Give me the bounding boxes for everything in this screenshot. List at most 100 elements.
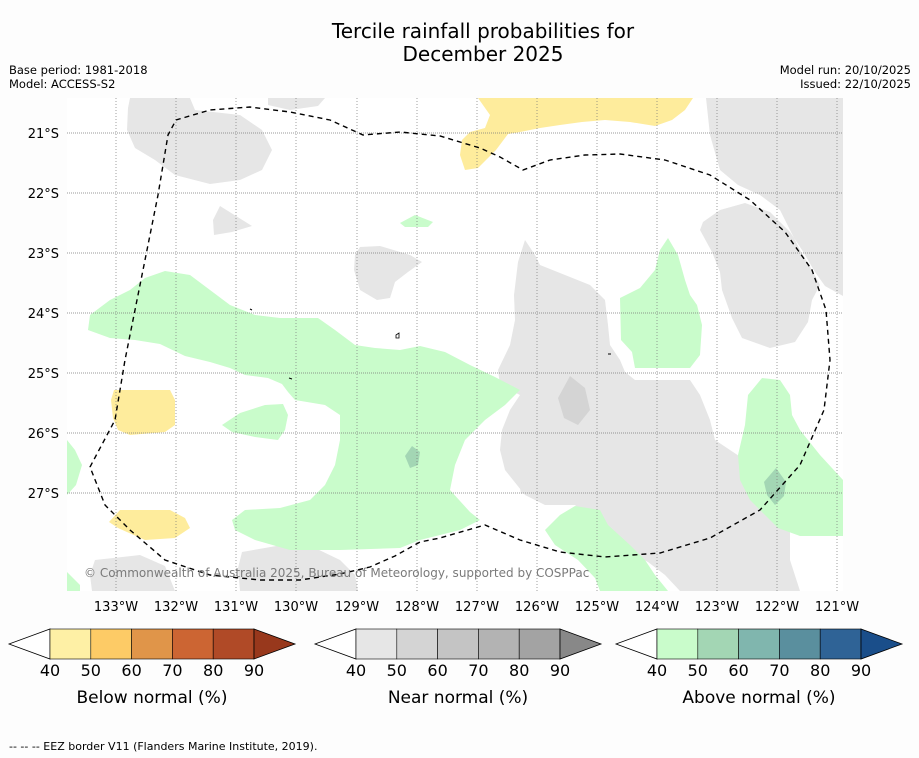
issued-date: Issued: 22/10/2025	[800, 77, 911, 91]
lat-label: 26°S	[28, 427, 59, 442]
colorbar-tick: 80	[203, 661, 223, 680]
latitude-labels: 21°S 22°S 23°S 24°S 25°S 26°S 27°S	[28, 127, 59, 502]
colorbar-max-extension	[860, 628, 904, 660]
colorbar-tick: 50	[387, 661, 407, 680]
colorbar-tick: 40	[40, 661, 60, 680]
colorbar-bin	[355, 628, 398, 660]
above-region	[738, 378, 843, 536]
near-region	[354, 246, 422, 300]
below-region	[109, 510, 190, 540]
below-normal-regions	[109, 98, 693, 540]
run-info-right: Model run: 20/10/2025 Issued: 22/10/2025	[780, 63, 911, 91]
lat-label: 23°S	[28, 247, 59, 262]
colorbar-bin	[212, 628, 255, 660]
colorbar-min-extension	[313, 628, 357, 660]
lon-label: 126°W	[515, 600, 559, 615]
colorbar-bin	[656, 628, 699, 660]
colorbar-min-extension	[614, 628, 658, 660]
near-region	[520, 482, 527, 494]
model-run: Model run: 20/10/2025	[779, 63, 911, 77]
colorbar-tick: 70	[769, 661, 789, 680]
colorbar-max-extension	[253, 628, 297, 660]
colorbar-tick: 40	[647, 661, 667, 680]
colorbar-title: Near normal (%)	[388, 688, 528, 708]
near-region	[700, 98, 843, 348]
lon-label: 122°W	[755, 600, 799, 615]
colorbar-tick: 90	[244, 661, 264, 680]
longitude-labels: 133°W 132°W 131°W 130°W 129°W 128°W 127°…	[94, 600, 859, 615]
colorbar-bin	[437, 628, 479, 660]
lon-label: 133°W	[94, 600, 138, 615]
colorbar-below-normal: 40 50 60 70 80 90 Below normal (%)	[7, 628, 297, 708]
lat-label: 27°S	[28, 487, 59, 502]
near-region	[90, 555, 175, 591]
contour-artifact	[288, 377, 293, 380]
above-region	[222, 404, 288, 440]
below-region	[460, 98, 693, 170]
lat-label: 25°S	[28, 367, 59, 382]
above-50-region	[764, 468, 786, 505]
near-region	[213, 206, 252, 235]
colorbar-bin	[478, 628, 520, 660]
colorbar-bin	[172, 628, 214, 660]
lon-label: 132°W	[154, 600, 198, 615]
lon-label: 131°W	[214, 600, 258, 615]
lon-label: 123°W	[695, 600, 739, 615]
run-info-left: Base period: 1981-2018 Model: ACCESS-S2	[9, 63, 148, 91]
colorbar-near-normal: 40 50 60 70 80 90 Near normal (%)	[313, 628, 603, 708]
copyright-notice: © Commonwealth of Australia 2025, Bureau…	[84, 566, 589, 580]
colorbar-bin	[819, 628, 862, 660]
colorbar-bin	[90, 628, 132, 660]
colorbar-bin	[396, 628, 438, 660]
above-normal-regions	[67, 215, 843, 591]
colorbar-tick: 60	[121, 661, 141, 680]
colorbar-bin	[697, 628, 739, 660]
above-region	[67, 440, 82, 495]
lon-label: 129°W	[335, 600, 379, 615]
lat-label: 22°S	[28, 187, 59, 202]
lon-label: 125°W	[575, 600, 619, 615]
above-region	[67, 572, 80, 591]
colorbar-tick: 40	[346, 661, 366, 680]
model-name: Model: ACCESS-S2	[9, 77, 116, 91]
colorbar-bin	[738, 628, 780, 660]
graticule	[67, 98, 843, 591]
above-region	[88, 271, 520, 550]
above-50-region	[405, 446, 420, 468]
colorbar-tick: 80	[810, 661, 830, 680]
colorbar-tick: 70	[468, 661, 488, 680]
near-region	[238, 545, 358, 591]
colorbar-bin	[49, 628, 92, 660]
lon-label: 124°W	[635, 600, 679, 615]
map-title: Tercile rainfall probabilities for Decem…	[0, 20, 919, 66]
colorbar-tick: 70	[162, 661, 182, 680]
contour-artifact	[395, 332, 400, 339]
colorbar-tick: 60	[427, 661, 447, 680]
contour-artifact	[249, 308, 253, 311]
below-region	[111, 390, 175, 435]
near-region	[268, 98, 325, 110]
eez-border	[89, 106, 831, 581]
colorbar-above-normal: 40 50 60 70 80 90 Above normal (%)	[614, 628, 904, 708]
colorbar-bin	[518, 628, 561, 660]
colorbar-tick: 60	[728, 661, 748, 680]
above-region	[545, 506, 668, 591]
lon-label: 121°W	[815, 600, 859, 615]
lat-label: 24°S	[28, 307, 59, 322]
colorbar-bin	[131, 628, 173, 660]
colorbar-max-extension	[559, 628, 603, 660]
colorbar-tick: 90	[550, 661, 570, 680]
colorbar-title: Below normal (%)	[77, 688, 228, 708]
colorbar-tick: 50	[688, 661, 708, 680]
colorbar-bin	[779, 628, 821, 660]
near-50-region	[558, 376, 590, 425]
colorbar-title: Above normal (%)	[682, 688, 835, 708]
colorbar-tick: 90	[851, 661, 871, 680]
near-region	[620, 460, 720, 545]
title-line-2: December 2025	[402, 42, 564, 66]
title-line-1: Tercile rainfall probabilities for	[331, 19, 635, 43]
colorbar-min-extension	[7, 628, 51, 660]
lon-label: 130°W	[274, 600, 318, 615]
colorbar-tick: 80	[509, 661, 529, 680]
